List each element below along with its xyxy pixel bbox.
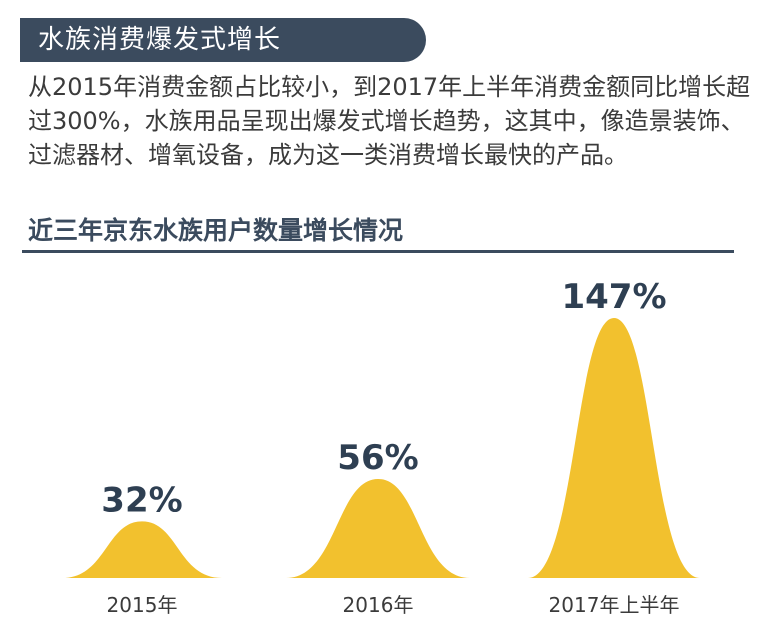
category-label-2: 2016年 <box>343 593 414 617</box>
chart-canvas: 32% 2015年 56% 2016年 147% 2017年上半年 <box>62 277 700 617</box>
value-label-2: 56% <box>337 438 418 478</box>
area-mark-3 <box>528 318 700 578</box>
description-text: 从2015年消费金额占比较小，到2017年上半年消费金额同比增长超过300%，水… <box>28 73 751 169</box>
title-underline <box>22 250 734 253</box>
area-mark-2 <box>286 478 470 578</box>
value-label-3: 147% <box>561 277 666 317</box>
category-label-1: 2015年 <box>107 593 178 617</box>
chart-title: 近三年京东水族用户数量增长情况 <box>28 216 404 245</box>
section-title: 水族消费爆发式增长 <box>38 25 282 55</box>
value-label-1: 32% <box>101 480 182 520</box>
category-label-3: 2017年上半年 <box>549 593 680 617</box>
area-mark-1 <box>62 521 222 578</box>
section-banner: 水族消费爆发式增长 <box>20 18 426 62</box>
